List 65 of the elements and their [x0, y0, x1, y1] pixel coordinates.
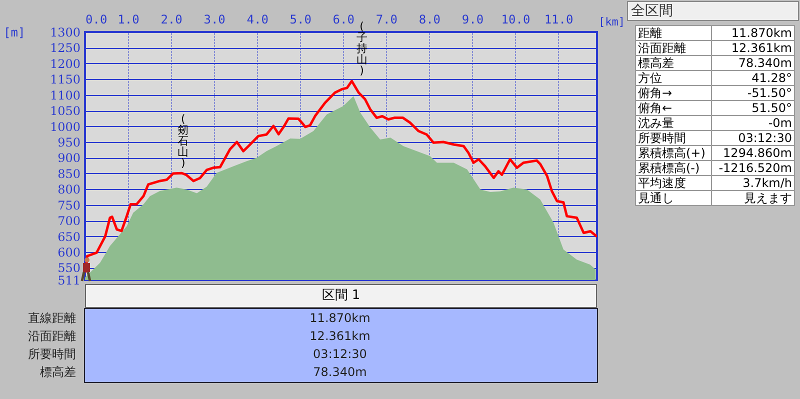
x-tick-label: 1.0 [118, 12, 140, 26]
x-tick-label: 3.0 [204, 12, 226, 26]
x-tick-label: 5.0 [290, 12, 312, 26]
text: 俯角← [636, 100, 712, 116]
text: 03:12:30 [712, 130, 794, 146]
y-tick-label: 950 [58, 136, 80, 150]
text: 累積標高(+) [636, 146, 712, 160]
y-axis-title: [m] [4, 26, 26, 40]
text: 直線距離 [27, 310, 76, 327]
y-tick-label: 1100 [50, 88, 80, 102]
text: 距離 [636, 26, 712, 40]
x-tick-label: 2.0 [160, 12, 182, 26]
y-tick-label: 1250 [50, 41, 80, 56]
y-tick-label: 850 [58, 166, 80, 181]
x-tick-label: 10.0 [501, 12, 530, 26]
y-tick-label: 1150 [50, 72, 80, 87]
text: 見えます [712, 190, 794, 206]
text: 78.340m [712, 56, 794, 70]
text: 11.870km [308, 310, 372, 327]
text: 平均速度 [636, 176, 712, 190]
x-tick-label: 0.0 [86, 12, 108, 26]
text: 12.361km [712, 40, 794, 56]
text: 所要時間 [636, 130, 712, 146]
text: 11.870km [712, 26, 794, 40]
y-tick-label: 550 [58, 261, 80, 276]
text: 所要時間 [27, 346, 76, 363]
y-tick-label: 511 [58, 274, 80, 288]
text: 沿面距離 [27, 328, 76, 345]
x-tick-label: 7.0 [376, 12, 398, 26]
text: 俯角→ [636, 86, 712, 100]
text: 全区間 [627, 1, 799, 21]
text: 見通し [636, 190, 712, 206]
y-tick-label: 1000 [50, 120, 80, 134]
text: 12.361km [308, 328, 372, 345]
text: 51.50° [712, 100, 794, 116]
x-tick-label: 4.0 [246, 12, 268, 26]
text: 沈み量 [636, 116, 712, 130]
y-tick-label: 650 [58, 230, 80, 244]
x-tick-label: 9.0 [462, 12, 484, 26]
y-tick-label: 1200 [50, 56, 80, 71]
text: -1216.520m [712, 160, 794, 176]
y-tick-label: 750 [58, 198, 80, 212]
text: -51.50° [712, 86, 794, 100]
y-tick-label: 1050 [50, 104, 80, 118]
x-tick-label: 11.0 [544, 12, 574, 26]
text: 標高差 [636, 56, 712, 70]
text: 03:12:30 [312, 346, 368, 363]
text: 3.7km/h [712, 176, 794, 190]
text: 41.28° [712, 70, 794, 86]
y-tick-label: 600 [58, 246, 80, 260]
text: 区間 1 [85, 284, 597, 308]
text: -0m [712, 116, 794, 130]
y-tick-label: 800 [58, 182, 80, 197]
text: 1294.860m [712, 146, 794, 160]
text: 累積標高(-) [636, 160, 712, 176]
text: 方位 [636, 70, 712, 86]
y-tick-label: 700 [58, 214, 80, 228]
y-tick-label: 900 [58, 151, 80, 166]
y-tick-label: 1300 [50, 26, 80, 40]
text: 78.340m [312, 364, 368, 381]
x-tick-label: 6.0 [332, 12, 354, 26]
text: 沿面距離 [636, 40, 712, 56]
x-axis-title: [km] [598, 16, 625, 28]
text: 標高差 [39, 364, 76, 381]
x-tick-label: 8.0 [418, 12, 441, 26]
